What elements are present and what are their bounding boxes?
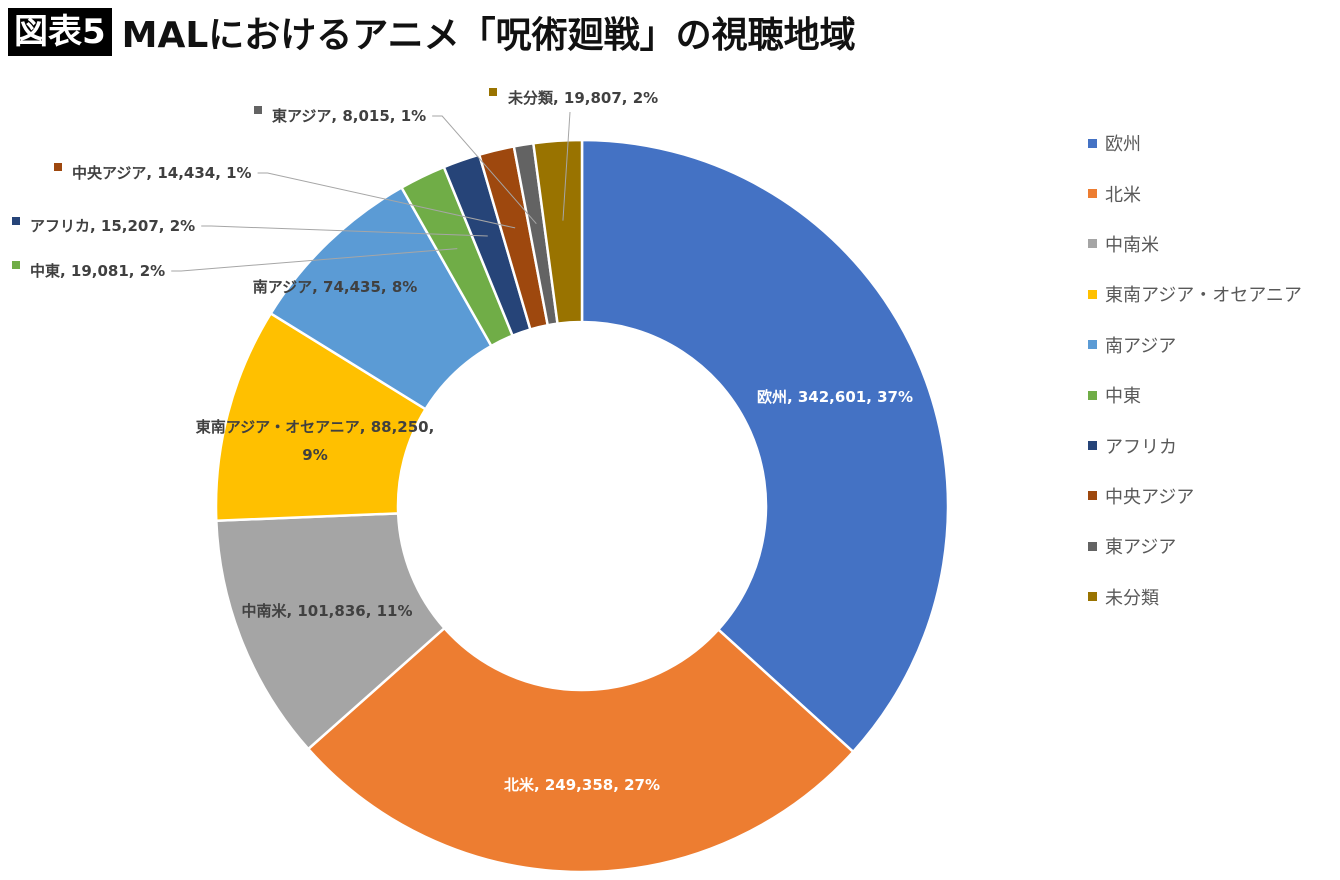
data-label-5: 中東, 19,081, 2%: [30, 262, 165, 280]
legend-swatch: [1088, 491, 1097, 501]
leader-line-6: [201, 225, 488, 237]
legend-label: アフリカ: [1105, 436, 1177, 458]
legend-label: 未分類: [1105, 587, 1159, 609]
data-label-0: 欧州, 342,601, 37%: [757, 388, 913, 406]
legend-label: 東南アジア・オセアニア: [1105, 285, 1302, 307]
data-label-2: 中南米, 101,836, 11%: [241, 602, 412, 620]
legend-swatch: [1088, 441, 1097, 451]
legend-item: 東アジア: [1088, 521, 1302, 571]
label-key-6: [12, 217, 20, 225]
leader-line-5: [171, 248, 458, 272]
leader-line-8: [432, 115, 537, 224]
legend-item: 北米: [1088, 168, 1302, 218]
legend-swatch: [1088, 390, 1097, 400]
legend-swatch: [1088, 340, 1097, 350]
slice-1: [306, 626, 855, 874]
legend-swatch: [1088, 189, 1097, 199]
slice-9: [531, 138, 584, 326]
title-text: MALにおけるアニメ「呪術廻戦」の視聴地域: [121, 15, 856, 56]
data-label-1: 北米, 249,358, 27%: [504, 776, 660, 794]
legend-item: 東南アジア・オセアニア: [1088, 269, 1302, 319]
legend-item: 南アジア: [1088, 320, 1302, 370]
data-label-4: 南アジア, 74,435, 8%: [253, 278, 418, 296]
legend-label: 南アジア: [1105, 335, 1177, 357]
legend-label: 北米: [1105, 184, 1141, 206]
legend-label: 中東: [1105, 386, 1141, 408]
leader-line-7: [257, 172, 516, 229]
data-label-7: 中央アジア, 14,434, 1%: [72, 164, 252, 182]
label-key-5: [12, 261, 20, 269]
legend-label: 東アジア: [1105, 537, 1177, 559]
label-key-7: [54, 163, 62, 171]
legend-swatch: [1088, 592, 1097, 602]
slice-0: [580, 138, 950, 754]
chart-title: 図表5 MALにおけるアニメ「呪術廻戦」の視聴地域: [8, 6, 856, 58]
label-key-8: [254, 106, 262, 114]
figure-badge: 図表5: [8, 8, 112, 56]
label-key-9: [489, 88, 497, 96]
legend-item: 中東: [1088, 370, 1302, 420]
legend-label: 中央アジア: [1105, 486, 1195, 508]
legend-swatch: [1088, 541, 1097, 551]
legend-item: 中央アジア: [1088, 471, 1302, 521]
data-label-9: 未分類, 19,807, 2%: [507, 89, 658, 107]
legend-item: 未分類: [1088, 572, 1302, 622]
legend-item: 中南米: [1088, 219, 1302, 269]
legend-label: 中南米: [1105, 234, 1159, 256]
data-label-6: アフリカ, 15,207, 2%: [30, 217, 195, 235]
legend-item: アフリカ: [1088, 420, 1302, 470]
legend-swatch: [1088, 138, 1097, 148]
data-label-8: 東アジア, 8,015, 1%: [272, 107, 426, 125]
leader-line-9: [562, 111, 571, 221]
legend-swatch: [1088, 289, 1097, 299]
data-label-3: 東南アジア・オセアニア, 88,250,: [196, 418, 435, 436]
legend: 欧州北米中南米東南アジア・オセアニア 南アジア中東アフリカ中央アジア東アジア未分類: [1088, 118, 1302, 622]
legend-swatch: [1088, 239, 1097, 249]
legend-label: 欧州: [1105, 134, 1141, 156]
data-label-3-pct: 9%: [302, 446, 327, 464]
legend-item: 欧州: [1088, 118, 1302, 168]
